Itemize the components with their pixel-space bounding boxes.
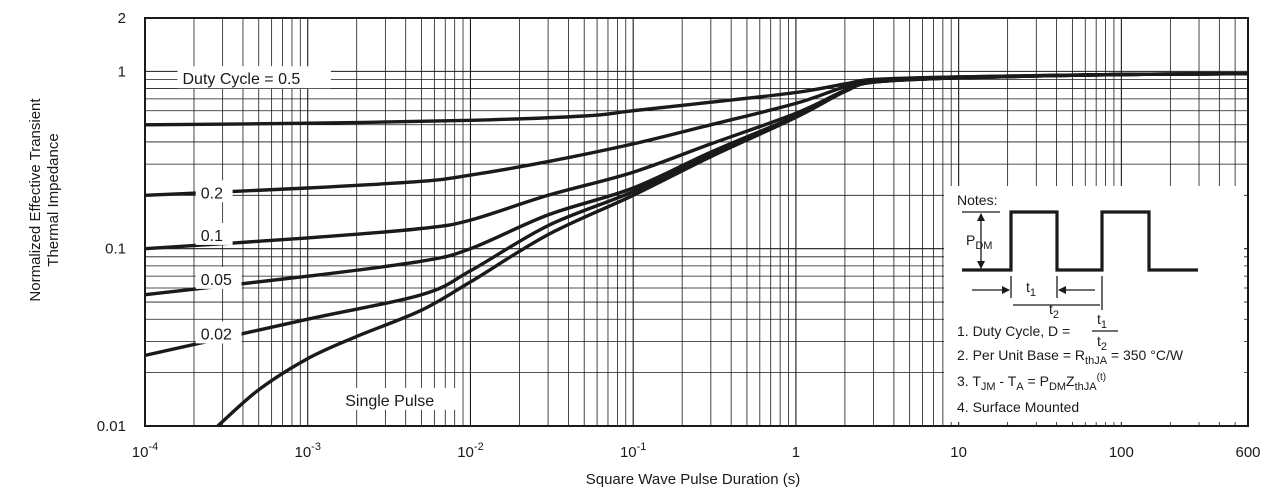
y-tick-label: 0.01 (97, 418, 126, 435)
x-tick-label: 1 (792, 444, 800, 461)
series-label-4: 0.02 (201, 326, 232, 343)
series-line-5 (216, 72, 1249, 428)
note-3: 3. TJM - TA = PDMZthJA(t) (957, 372, 1106, 393)
x-tick-label: 100 (1109, 444, 1134, 461)
series-label-bg (195, 180, 233, 203)
t2-label: t2 (1049, 301, 1059, 321)
note-1: 1. Duty Cycle, D = (957, 323, 1070, 339)
pdm-arrow-head-up (977, 213, 985, 221)
plot-frame (144, 17, 1249, 427)
y-tick-label: 1 (118, 63, 126, 80)
notes-heading: Notes: (957, 192, 997, 208)
x-tick-label: 10-1 (620, 441, 646, 461)
x-tick-label: 600 (1235, 444, 1260, 461)
series-label-2: 0.1 (201, 228, 223, 245)
note-1-denominator: t2 (1097, 333, 1107, 353)
series-label-bg (195, 222, 233, 245)
t1-arrow-head-left (1002, 286, 1010, 294)
pdm-label: PDM (966, 232, 992, 252)
t1-arrow-head-right (1058, 286, 1066, 294)
t1-label: t1 (1026, 279, 1036, 299)
x-tick-label: 10-2 (457, 441, 483, 461)
series-label-bg (195, 321, 242, 344)
series-label-bg (340, 387, 458, 410)
series-label-bg (177, 66, 331, 89)
series-label-5: Single Pulse (345, 393, 434, 410)
y-tick-label: 0.1 (105, 241, 126, 258)
x-tick-label: 10-4 (132, 441, 158, 461)
series-label-0: Duty Cycle = 0.5 (183, 71, 301, 88)
series-line-1 (144, 72, 1249, 197)
notes-box: Notes: PDM t1 t2 1. Duty Cycle, D = t1 t… (944, 186, 1244, 422)
x-tick-label: 10-3 (294, 441, 320, 461)
series-label-3: 0.05 (201, 272, 232, 289)
tick-labels: 10-4 10-3 10-2 10-1 1 10 100 600 2 1 0.1 0.01 (97, 10, 1261, 461)
note-1-numerator: t1 (1097, 311, 1107, 331)
y-axis-label-line-2: Thermal Impedance (45, 133, 62, 266)
y-axis-label: Normalized Effective Transient Thermal I… (27, 98, 62, 302)
notes-background (944, 186, 1244, 422)
note-4: 4. Surface Mounted (957, 399, 1079, 415)
series-label-1: 0.2 (201, 185, 223, 202)
pulse-waveform (962, 210, 1198, 272)
series-label-bg (195, 266, 242, 289)
pdm-arrow-head-down (977, 261, 985, 269)
x-axis-label: Square Wave Pulse Duration (s) (586, 471, 801, 488)
note-2: 2. Per Unit Base = RthJA = 350 °C/W (957, 347, 1184, 367)
series-lines: Duty Cycle = 0.5 0.2 0.1 0.05 0.02 Single Pul… (144, 66, 1249, 428)
y-tick-label: 2 (118, 10, 126, 27)
y-axis-label-line-1: Normalized Effective Transient (27, 98, 44, 302)
x-tick-label: 10 (950, 444, 967, 461)
